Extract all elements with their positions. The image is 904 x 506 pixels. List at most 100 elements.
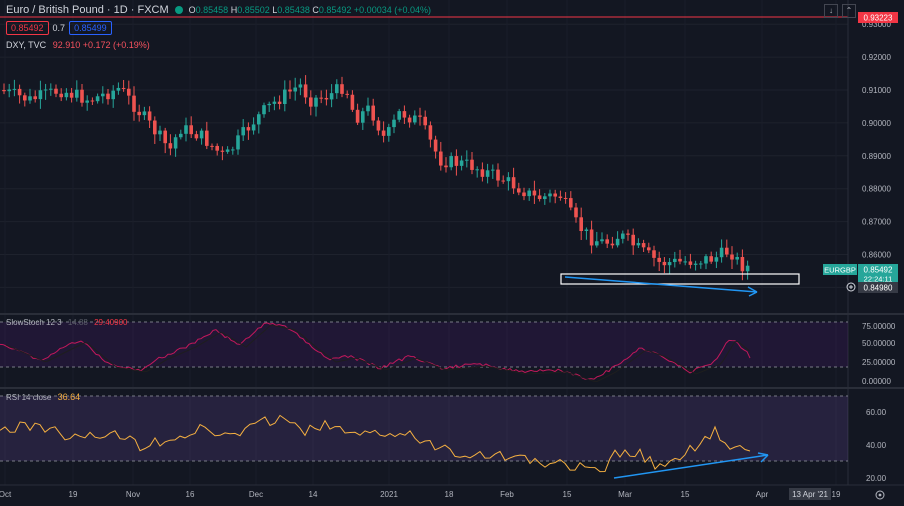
candle-body: [43, 89, 48, 91]
candle-body: [725, 247, 729, 255]
candle-body: [558, 196, 563, 198]
overlay-symbol: DXY, TVC: [6, 40, 47, 50]
candle-body: [267, 103, 271, 106]
price-tick: 0.90000: [862, 119, 891, 128]
download-icon[interactable]: ↓: [824, 4, 838, 18]
trend-arrow-rsi-head: [757, 452, 769, 463]
crosshair-price-tag: [858, 282, 898, 293]
time-tick: 16: [186, 490, 195, 499]
candle-body: [506, 177, 511, 182]
chevron-up-icon[interactable]: ⌃: [842, 4, 856, 18]
candle-body: [257, 114, 261, 125]
candle-body: [246, 127, 251, 131]
rsi-line[interactable]: [0, 414, 751, 473]
candle-body: [678, 258, 682, 262]
scale-buttons: ↓ ⌃: [824, 4, 856, 18]
candle-body: [54, 88, 58, 94]
candle-body: [553, 193, 557, 197]
candle-body: [168, 143, 173, 149]
candle-body: [470, 159, 474, 170]
candle-body: [641, 243, 646, 248]
candle-body: [340, 84, 344, 94]
candle-body: [189, 125, 193, 135]
rsi-axis[interactable]: 60.00 40.00 20.00: [866, 408, 887, 483]
candle-body: [387, 127, 391, 136]
candle-body: [345, 93, 349, 95]
candle-body: [2, 90, 6, 92]
candle-body: [288, 89, 292, 92]
legend-header: Euro / British Pound · 1D · FXCM O0.8545…: [6, 4, 431, 16]
candle-body: [704, 256, 708, 264]
ohlc-values: O0.85458 H0.85502 L0.85438 C0.85492 +0.0…: [188, 5, 431, 15]
rsi-legend[interactable]: RSI 14 close 36.64: [6, 392, 80, 402]
last-price-text: 0.85492: [864, 266, 893, 275]
candle-body: [366, 105, 370, 112]
candle-body: [631, 234, 635, 246]
symbol-title[interactable]: Euro / British Pound · 1D · FXCM: [6, 4, 169, 16]
candle-body: [132, 95, 136, 112]
candle-body: [537, 195, 542, 200]
candle-body: [423, 116, 427, 126]
time-tick: Apr: [756, 490, 769, 499]
candle-body: [610, 243, 615, 246]
candle-body: [652, 250, 656, 258]
candle-body: [480, 169, 485, 177]
candle-body: [413, 115, 417, 123]
overlay-legend[interactable]: DXY, TVC 92.910 +0.172 (+0.19%): [6, 40, 150, 50]
buy-button[interactable]: 0.85499: [69, 21, 112, 35]
add-alert-icon-plus: [849, 285, 853, 289]
candle-body: [418, 115, 422, 117]
candle-body: [699, 263, 703, 265]
candle-body: [215, 145, 219, 151]
sell-button[interactable]: 0.85492: [6, 21, 49, 35]
time-axis[interactable]: Oct 19 Nov 16 Dec 14 2021 18 Feb 15 Mar 15 Apr 19: [0, 490, 841, 499]
time-tick: 15: [681, 490, 690, 499]
stoch-tick: 75.00000: [862, 322, 896, 331]
time-tick: Feb: [500, 490, 514, 499]
candle-body: [376, 120, 381, 131]
price-tick: 0.89000: [862, 152, 891, 161]
add-alert-icon[interactable]: [846, 282, 856, 292]
candle-body: [335, 84, 339, 94]
overlay-value: 92.910 +0.172 (+0.19%): [52, 40, 150, 50]
settings-icon[interactable]: [875, 490, 885, 500]
candle-body: [361, 111, 365, 123]
candle-body: [199, 130, 204, 139]
candle-body: [127, 88, 131, 96]
candle-body: [241, 127, 245, 136]
candle-body: [657, 257, 661, 262]
time-tick: 2021: [380, 490, 398, 499]
candle-body: [719, 247, 724, 258]
candle-body: [636, 243, 641, 246]
candle-body: [621, 233, 625, 239]
alert-price-tag[interactable]: [858, 12, 898, 23]
candle-body: [283, 89, 287, 105]
candle-body: [485, 170, 490, 177]
candle-body: [693, 263, 698, 265]
candle-body: [49, 88, 53, 90]
price-axis[interactable]: 0.93000 0.92000 0.91000 0.90000 0.89000 0.880…: [862, 20, 891, 292]
candle-body: [355, 109, 360, 123]
candle-body: [475, 169, 479, 171]
candles-group[interactable]: [2, 75, 750, 281]
rectangle-drawing[interactable]: [560, 273, 800, 285]
candle-body: [688, 261, 693, 265]
stoch-d-line[interactable]: [5, 324, 751, 383]
candle-body: [17, 88, 22, 96]
trend-line-price[interactable]: [564, 276, 758, 293]
candle-body: [647, 247, 651, 251]
candle-body: [465, 159, 469, 161]
stoch-axis[interactable]: 75.00000 50.00000 25.00000 0.00000: [862, 322, 896, 386]
candle-body: [205, 130, 209, 146]
price-tick: 0.93000: [862, 20, 891, 29]
candle-body: [548, 193, 552, 197]
last-price-tag[interactable]: [858, 264, 898, 284]
candle-body: [95, 96, 100, 102]
candle-body: [23, 95, 27, 101]
candle-body: [262, 105, 266, 115]
alert-price-text: 0.93223: [864, 14, 893, 23]
rsi-value: 36.64: [57, 392, 81, 402]
trend-line-rsi[interactable]: [613, 454, 769, 479]
stoch-legend[interactable]: SlowStoch 12 3 14.88 29.40900: [6, 318, 127, 327]
